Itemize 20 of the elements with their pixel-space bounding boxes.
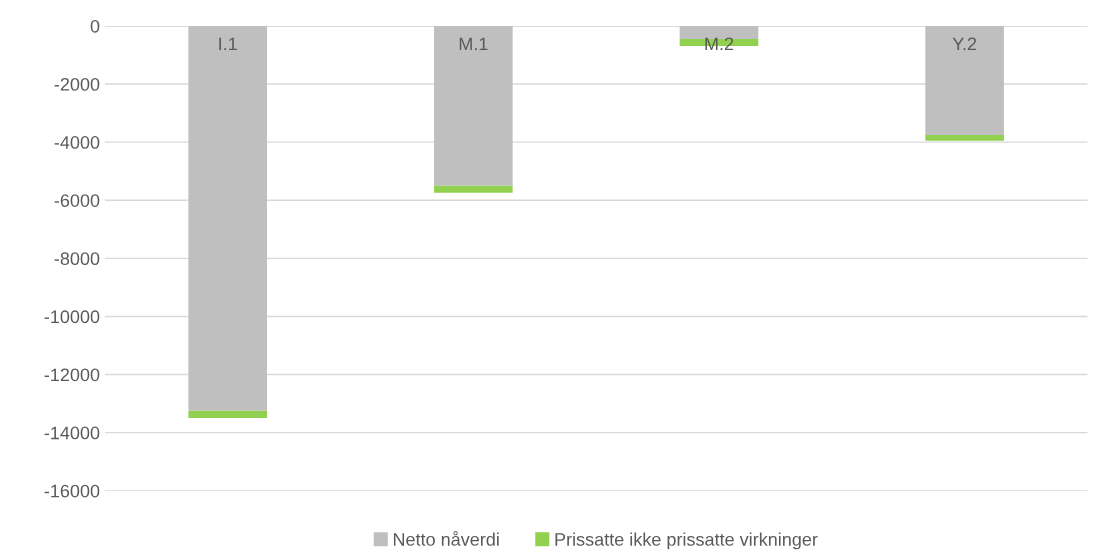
y-tick-label: 0 <box>90 19 100 33</box>
x-tick-label: M.1 <box>459 37 488 51</box>
y-tick-label: -6000 <box>54 194 100 207</box>
legend-label: Netto nåverdi <box>393 531 499 546</box>
y-tick-label: -14000 <box>44 426 100 440</box>
x-tick-label: Y.2 <box>952 37 977 51</box>
bar <box>188 25 267 411</box>
y-tick-label: -10000 <box>44 310 100 324</box>
legend-label: Prissatte ikke prissatte virkninger <box>555 532 818 550</box>
bar <box>434 185 513 193</box>
y-tick-label: -16000 <box>44 484 100 498</box>
y-tick-label: -2000 <box>54 77 100 91</box>
y-tick-label: -4000 <box>54 136 100 149</box>
x-tick-label: I.1 <box>219 37 237 51</box>
bar <box>434 25 513 186</box>
bar <box>925 134 1004 141</box>
bar <box>925 25 1004 135</box>
bar <box>188 410 267 419</box>
y-tick-label: -8000 <box>54 252 100 266</box>
y-tick-label: -12000 <box>44 368 100 382</box>
